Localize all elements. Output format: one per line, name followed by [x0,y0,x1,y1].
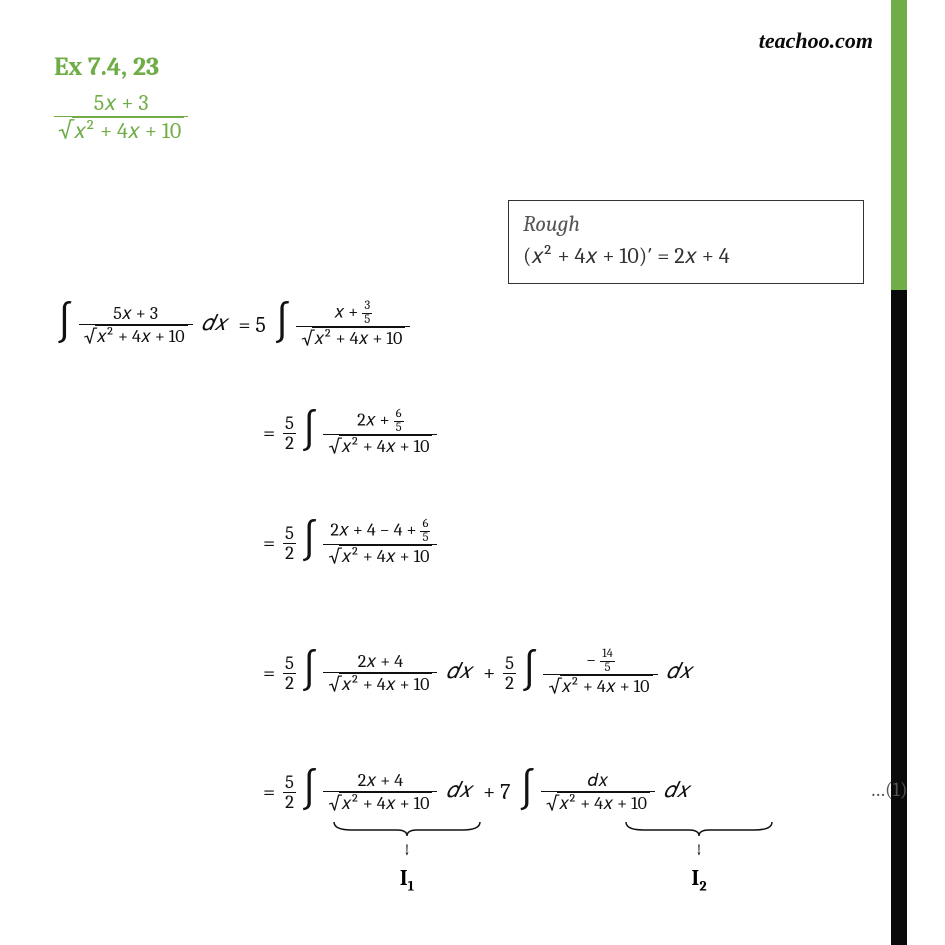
coef-d: 2 [503,674,516,693]
row3-den: 𝑥² + 4𝑥 + 10 [339,545,432,567]
integral-icon: ∫ [521,647,539,695]
equation-row-4: = 52 ∫ 2𝑥 + 4 √𝑥² + 4𝑥 + 10 𝑑𝑥 + 52 ∫ − … [260,648,695,698]
brace-I2: ↓ I2 [624,820,774,894]
integral-icon: ∫ [274,299,292,347]
problem-numerator: 5𝑥 + 3 [54,90,188,117]
coef-d: 2 [283,793,296,812]
label-I1: I1 [332,865,482,894]
tiny-d: 5 [420,532,430,545]
integral-icon: ∫ [56,299,74,347]
row4-eq: = [263,660,275,686]
tiny-n: 14 [600,648,615,662]
exercise-title: Ex 7.4, 23 [54,52,159,82]
integral-icon: ∫ [301,407,319,455]
integral-icon: ∫ [518,766,536,814]
rough-work-box: Rough (𝑥² + 4𝑥 + 10)′ = 2𝑥 + 4 [508,200,864,284]
row5-eq: = [263,779,275,805]
dx: 𝑑𝑥 [664,777,689,803]
row5-num2: 𝑑𝑥 [541,770,655,792]
integral-icon: ∫ [301,766,319,814]
integral-icon: ∫ [301,647,319,695]
rough-label: Rough [523,211,849,237]
tiny-n: 3 [362,300,372,314]
tiny-n: 6 [420,518,430,532]
row4-den1: 𝑥² + 4𝑥 + 10 [339,673,432,695]
coef-n: 5 [283,654,296,674]
equation-row-5: = 52 ∫ 2𝑥 + 4 √𝑥² + 4𝑥 + 10 𝑑𝑥 + 7 ∫ 𝑑𝑥 … [260,768,693,816]
coef-d: 2 [283,544,296,563]
row3-eq: = [263,530,275,556]
row1-rhs-den: 𝑥² + 4𝑥 + 10 [312,327,405,349]
row1-eq-5: = 5 [238,312,265,338]
row5-den1: 𝑥² + 4𝑥 + 10 [339,792,432,814]
brand-label: teachoo.com [759,28,873,54]
problem-expression: 5𝑥 + 3 √ 𝑥² + 4𝑥 + 10 [54,90,188,145]
dx: 𝑑𝑥 [446,658,471,684]
row5-plus: + 7 [483,779,510,805]
dx: 𝑑𝑥 [446,777,471,803]
row5-den2: 𝑥² + 4𝑥 + 10 [557,792,650,814]
row4-plus: + [483,660,495,686]
row3-num-a: 2𝑥 + 4 − 4 + [330,519,416,540]
dx: 𝑑𝑥 [666,658,691,684]
tiny-d: 5 [600,662,615,675]
tiny-d: 5 [362,314,372,327]
row1-lhs-den: 𝑥² + 4𝑥 + 10 [95,325,188,347]
equation-reference: …(1) [870,778,908,801]
row4-num2-prefix: − [586,649,596,670]
brace-I1: ↓ I1 [332,820,482,894]
row2-eq: = [263,420,275,446]
equation-row-2: = 52 ∫ 2𝑥 + 65 √𝑥² + 4𝑥 + 10 [260,408,437,458]
tiny-n: 6 [394,408,404,422]
row1-rhs-num: 𝑥 + [334,301,358,322]
label-I2: I2 [624,865,774,894]
arrow-down-icon: ↓ [624,840,774,861]
coef-n: 5 [283,414,296,434]
side-bar-black [891,290,907,945]
row1-lhs-num: 5𝑥 + 3 [79,303,193,325]
row4-num1: 2𝑥 + 4 [323,651,437,673]
equation-row-1: ∫ 5𝑥 + 3 √𝑥² + 4𝑥 + 10 𝑑𝑥 = 5 ∫ 𝑥 + 35 √… [56,300,410,350]
row4-den2: 𝑥² + 4𝑥 + 10 [560,675,653,697]
rough-equation: (𝑥² + 4𝑥 + 10)′ = 2𝑥 + 4 [523,243,849,269]
problem-denominator: 𝑥² + 4𝑥 + 10 [72,117,184,144]
equation-row-3: = 52 ∫ 2𝑥 + 4 − 4 + 65 √𝑥² + 4𝑥 + 10 [260,518,437,568]
coef-n: 5 [283,524,296,544]
tiny-d: 5 [394,422,404,435]
coef-d: 2 [283,434,296,453]
coef-n: 5 [503,654,516,674]
row2-num-a: 2𝑥 + [357,409,390,430]
dx: 𝑑𝑥 [201,310,226,336]
coef-d: 2 [283,674,296,693]
arrow-down-icon: ↓ [332,840,482,861]
coef-n: 5 [283,773,296,793]
row2-den: 𝑥² + 4𝑥 + 10 [339,435,432,457]
integral-icon: ∫ [301,517,319,565]
row5-num1: 2𝑥 + 4 [323,770,437,792]
side-bar-green [891,0,907,290]
